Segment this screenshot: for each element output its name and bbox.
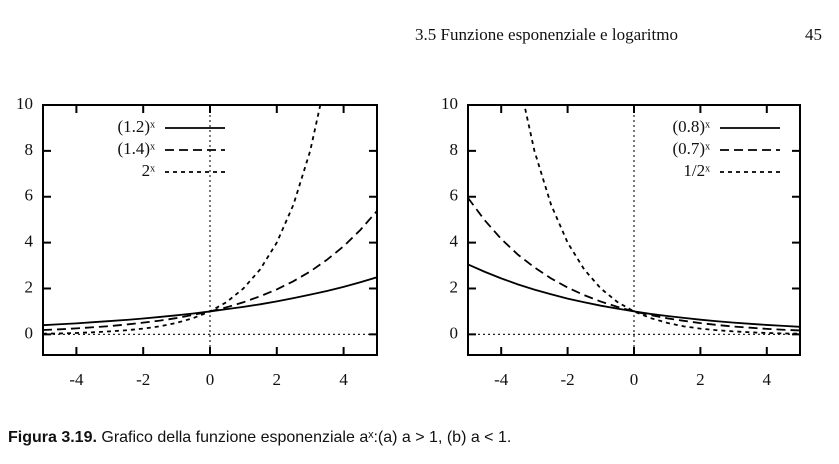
x-tick-label: 2 <box>273 370 282 389</box>
plot-frame <box>42 104 378 356</box>
plot-frame <box>467 104 801 356</box>
legend-label: (0.7)ˣ <box>673 139 711 158</box>
y-tick-label: 2 <box>25 277 34 296</box>
y-tick-label: 6 <box>450 186 459 205</box>
legend-label: (0.8)ˣ <box>673 117 711 136</box>
y-tick-label: 0 <box>25 323 34 342</box>
plot: 0 2 4 6 8 10 -4 -2 0 2 4 (0.8)ˣ (0.7)ˣ 1/2ˣ <box>441 94 801 389</box>
y-tick-label: 4 <box>25 232 34 251</box>
x-tick-label: -2 <box>136 370 150 389</box>
x-tick-label: 4 <box>339 370 348 389</box>
legend-label: (1.4)ˣ <box>118 139 156 158</box>
y-tick-label: 0 <box>450 323 459 342</box>
x-tick-label: 4 <box>763 370 772 389</box>
plot: 0 2 4 6 8 10 -4 -2 0 2 4 (1.2)ˣ (1.4)ˣ 2ˣ <box>16 94 378 389</box>
curve <box>468 263 800 328</box>
x-tick-label: 0 <box>630 370 639 389</box>
y-tick-label: 6 <box>25 186 34 205</box>
page-number: 45 <box>805 25 822 44</box>
y-tick-label: 4 <box>450 232 459 251</box>
x-tick-label: -4 <box>69 370 84 389</box>
caption: Figura 3.19. Grafico della funzione espo… <box>8 429 511 446</box>
y-tick-label: 10 <box>441 94 458 113</box>
section-header: 3.5 Funzione esponenziale e logaritmo <box>415 25 678 44</box>
caption-text: Grafico della funzione esponenziale aˣ:(… <box>101 429 511 446</box>
x-tick-label: 2 <box>696 370 705 389</box>
y-tick-label: 8 <box>25 140 34 159</box>
x-tick-label: -4 <box>494 370 509 389</box>
caption-label: Figura 3.19. <box>8 429 97 446</box>
y-tick-label: 10 <box>16 94 33 113</box>
legend-label: (1.2)ˣ <box>118 117 156 136</box>
curve <box>43 105 322 335</box>
legend-label: 2ˣ <box>142 161 156 180</box>
y-tick-label: 2 <box>450 277 459 296</box>
y-tick-label: 8 <box>450 140 459 159</box>
x-tick-label: -2 <box>561 370 575 389</box>
legend-label: 1/2ˣ <box>683 161 710 180</box>
x-tick-label: 0 <box>206 370 215 389</box>
